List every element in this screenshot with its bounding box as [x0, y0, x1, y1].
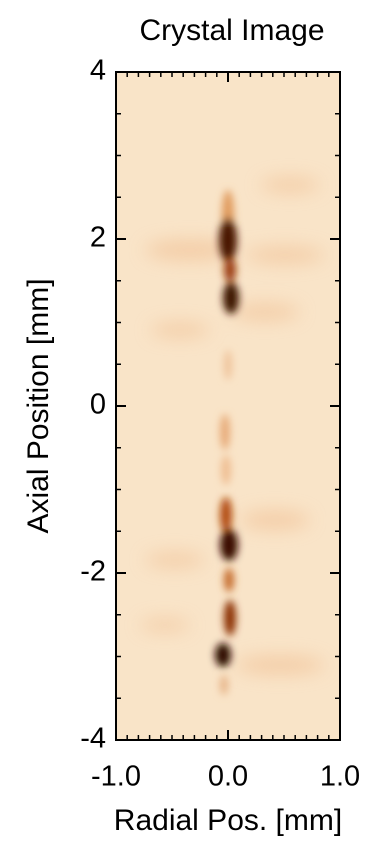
crystal-image — [140, 178, 325, 695]
y-tick-label: 2 — [90, 222, 106, 254]
y-tick-label: 4 — [90, 55, 106, 87]
x-tick-label: 0.0 — [208, 761, 248, 793]
x-tick-label: 1.0 — [320, 761, 360, 793]
image-background — [116, 72, 340, 740]
y-tick-label: -2 — [80, 556, 106, 588]
x-tick-label: -1.0 — [91, 761, 141, 793]
chart-title: Crystal Image — [139, 14, 324, 47]
y-tick-label: 0 — [90, 389, 106, 421]
y-axis-label: Axial Position [mm] — [22, 278, 55, 533]
x-axis-label: Radial Pos. [mm] — [114, 804, 342, 837]
y-tick-label: -4 — [80, 723, 106, 755]
